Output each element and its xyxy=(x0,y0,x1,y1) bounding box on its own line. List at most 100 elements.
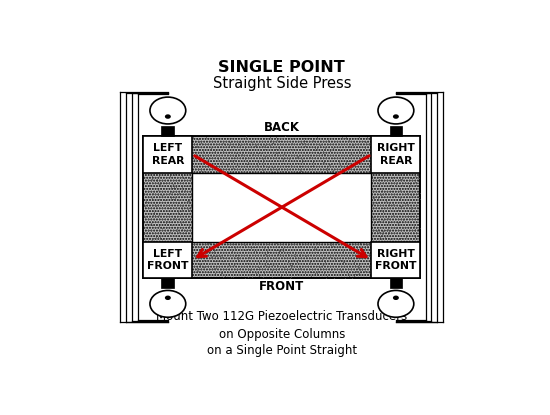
Point xyxy=(374,146,383,152)
Point xyxy=(256,271,265,278)
Point xyxy=(321,144,329,151)
Point xyxy=(272,247,280,254)
Point xyxy=(394,220,403,226)
Point xyxy=(182,266,190,273)
Point xyxy=(269,262,278,269)
Point xyxy=(414,178,423,184)
Point xyxy=(286,262,295,269)
Point xyxy=(383,154,392,161)
Point xyxy=(247,245,256,251)
Point xyxy=(385,228,394,235)
Point xyxy=(287,162,295,168)
Point xyxy=(364,249,373,256)
Point xyxy=(184,198,192,205)
Point xyxy=(414,189,422,196)
Point xyxy=(188,152,196,159)
Point xyxy=(154,178,163,185)
Point xyxy=(232,153,240,159)
Point xyxy=(368,256,377,262)
Point xyxy=(224,142,233,149)
Point xyxy=(151,170,160,176)
Point xyxy=(179,247,188,253)
Point xyxy=(166,229,174,236)
Point xyxy=(234,243,243,250)
Point xyxy=(174,263,183,269)
Point xyxy=(261,142,270,149)
Point xyxy=(248,139,257,146)
Point xyxy=(179,191,188,198)
Point xyxy=(344,143,353,150)
Point xyxy=(389,212,398,218)
Point xyxy=(146,244,155,250)
Point xyxy=(179,208,188,215)
Point xyxy=(373,273,382,279)
Point xyxy=(336,267,345,273)
Point xyxy=(263,264,272,271)
Point xyxy=(393,235,402,242)
Point xyxy=(398,171,407,178)
Point xyxy=(262,144,271,151)
Point xyxy=(270,135,278,142)
Point xyxy=(258,166,267,173)
Point xyxy=(393,251,402,258)
Point xyxy=(214,246,223,253)
Point xyxy=(157,256,166,263)
Point xyxy=(376,162,384,168)
Point xyxy=(160,239,169,246)
Point xyxy=(295,243,304,249)
Point xyxy=(333,269,342,275)
Point xyxy=(247,154,256,160)
Point xyxy=(169,168,178,174)
Point xyxy=(192,152,201,159)
Point xyxy=(272,149,281,156)
Point xyxy=(167,265,176,272)
Point xyxy=(387,214,395,220)
Point xyxy=(377,172,386,178)
Point xyxy=(148,255,157,261)
Point xyxy=(375,167,384,174)
Point xyxy=(393,238,402,245)
Point xyxy=(250,163,259,169)
Point xyxy=(371,242,380,248)
Point xyxy=(300,137,309,143)
Point xyxy=(388,174,397,181)
Point xyxy=(173,228,182,234)
Point xyxy=(268,152,277,159)
Point xyxy=(331,256,339,262)
Point xyxy=(212,161,221,168)
Point xyxy=(365,162,373,168)
Text: FRONT: FRONT xyxy=(259,280,305,293)
Point xyxy=(147,248,156,254)
Point xyxy=(242,160,251,167)
Point xyxy=(331,241,340,247)
Point xyxy=(375,168,383,175)
Point xyxy=(172,152,181,159)
Bar xyxy=(389,127,402,136)
Point xyxy=(340,240,349,247)
Point xyxy=(349,269,358,275)
Point xyxy=(306,147,315,154)
Point xyxy=(275,165,284,172)
Point xyxy=(193,239,202,245)
Point xyxy=(295,253,304,259)
Point xyxy=(211,258,219,264)
Point xyxy=(303,239,312,245)
Point xyxy=(389,271,398,277)
Point xyxy=(239,240,248,247)
Point xyxy=(262,248,271,254)
Point xyxy=(188,246,196,253)
Point xyxy=(182,254,191,260)
Point xyxy=(241,140,250,147)
Point xyxy=(261,262,270,269)
Point xyxy=(153,160,162,166)
Point xyxy=(389,193,398,199)
Point xyxy=(310,155,318,161)
Point xyxy=(260,257,268,264)
Point xyxy=(172,169,180,176)
Point xyxy=(223,160,232,167)
Point xyxy=(199,153,207,159)
Point xyxy=(172,184,180,190)
Point xyxy=(248,151,257,158)
Point xyxy=(321,150,329,157)
Point xyxy=(211,162,219,169)
